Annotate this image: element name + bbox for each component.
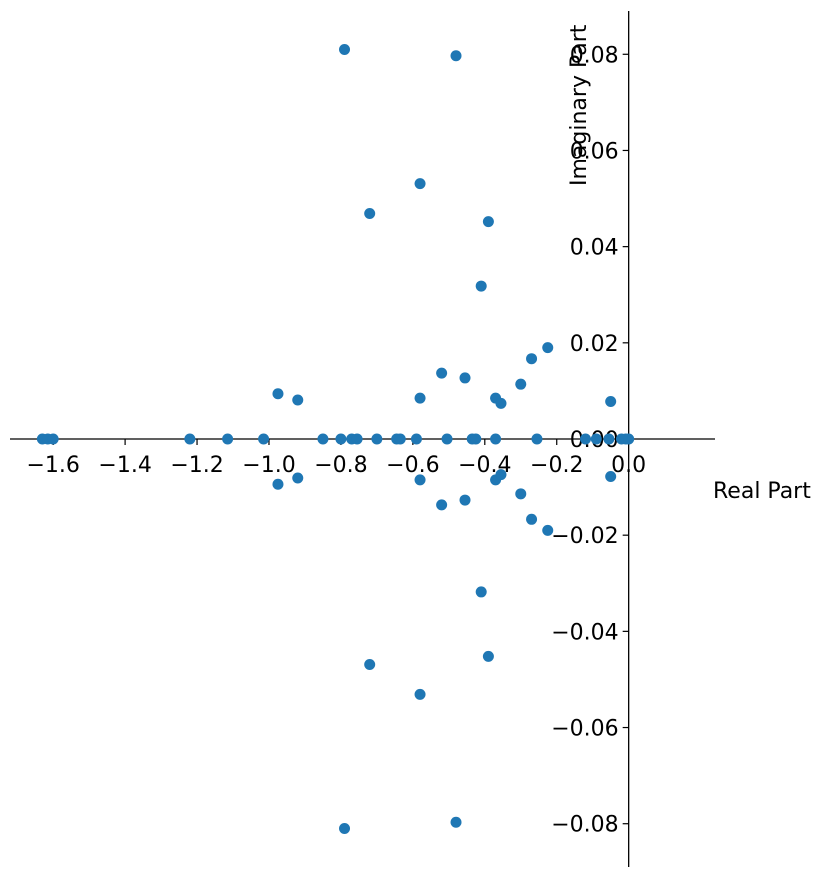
data-point	[441, 433, 453, 445]
data-point	[272, 478, 284, 490]
data-point	[450, 816, 462, 828]
data-point	[184, 433, 196, 445]
x-tick-label: −1.6	[26, 453, 79, 478]
data-point	[526, 513, 538, 525]
data-point	[436, 499, 448, 511]
data-point	[490, 433, 502, 445]
data-point	[475, 586, 487, 598]
x-axis-label: Real Part	[713, 479, 811, 504]
data-point	[470, 433, 482, 445]
data-point	[495, 397, 507, 409]
data-point	[482, 650, 494, 662]
data-point	[482, 216, 494, 228]
data-point	[410, 433, 422, 445]
data-point	[515, 488, 527, 500]
data-point	[475, 280, 487, 292]
data-point	[605, 471, 617, 483]
data-point	[351, 433, 363, 445]
data-point	[515, 378, 527, 390]
data-point	[580, 433, 592, 445]
x-tick-label: −1.2	[170, 453, 223, 478]
data-point	[292, 472, 304, 484]
y-tick-label: 0.04	[570, 236, 619, 261]
data-point	[414, 392, 426, 404]
data-point	[335, 433, 347, 445]
data-point	[222, 433, 234, 445]
data-point	[526, 353, 538, 365]
y-tick-label: −0.06	[551, 717, 618, 742]
x-tick-label: −1.4	[98, 453, 151, 478]
data-point	[414, 178, 426, 190]
data-point	[623, 433, 635, 445]
data-points	[36, 43, 635, 835]
y-tick-label: 0.06	[570, 139, 619, 164]
data-point	[414, 474, 426, 486]
data-point	[272, 388, 284, 400]
x-tick-label: −0.6	[386, 453, 439, 478]
data-point	[542, 342, 554, 354]
x-tick-label: 0.0	[611, 453, 646, 478]
x-tick-label: −1.0	[242, 453, 295, 478]
data-point	[414, 688, 426, 700]
data-point	[495, 469, 507, 481]
data-point	[364, 659, 376, 671]
data-point	[450, 50, 462, 62]
data-point	[436, 367, 448, 379]
data-point	[459, 494, 471, 506]
y-tick-label: −0.04	[551, 620, 618, 645]
x-tick-label: −0.2	[530, 453, 583, 478]
y-axis-label: Imaginary Part	[567, 24, 592, 186]
y-ticks: 0.080.060.040.020.00−0.02−0.04−0.06−0.08	[551, 43, 629, 838]
data-point	[605, 395, 617, 407]
data-point	[47, 433, 59, 445]
data-point	[258, 433, 270, 445]
y-tick-label: −0.08	[551, 813, 618, 838]
data-point	[371, 433, 383, 445]
data-point	[531, 433, 543, 445]
x-tick-label: −0.8	[314, 453, 367, 478]
data-point	[364, 207, 376, 219]
data-point	[339, 823, 351, 835]
data-point	[339, 43, 351, 55]
x-ticks: −1.6 −1.4 −1.2 −1.0 −0.8 −0.6 −0.4 −0.2 0.0	[26, 439, 646, 478]
data-point	[603, 433, 615, 445]
y-tick-label: −0.02	[551, 524, 618, 549]
data-point	[542, 524, 554, 536]
data-point	[590, 433, 602, 445]
data-point	[292, 394, 304, 406]
y-tick-label: 0.08	[570, 43, 619, 68]
data-point	[459, 372, 471, 384]
data-point	[394, 433, 406, 445]
data-point	[317, 433, 329, 445]
y-tick-label: 0.02	[570, 332, 619, 357]
